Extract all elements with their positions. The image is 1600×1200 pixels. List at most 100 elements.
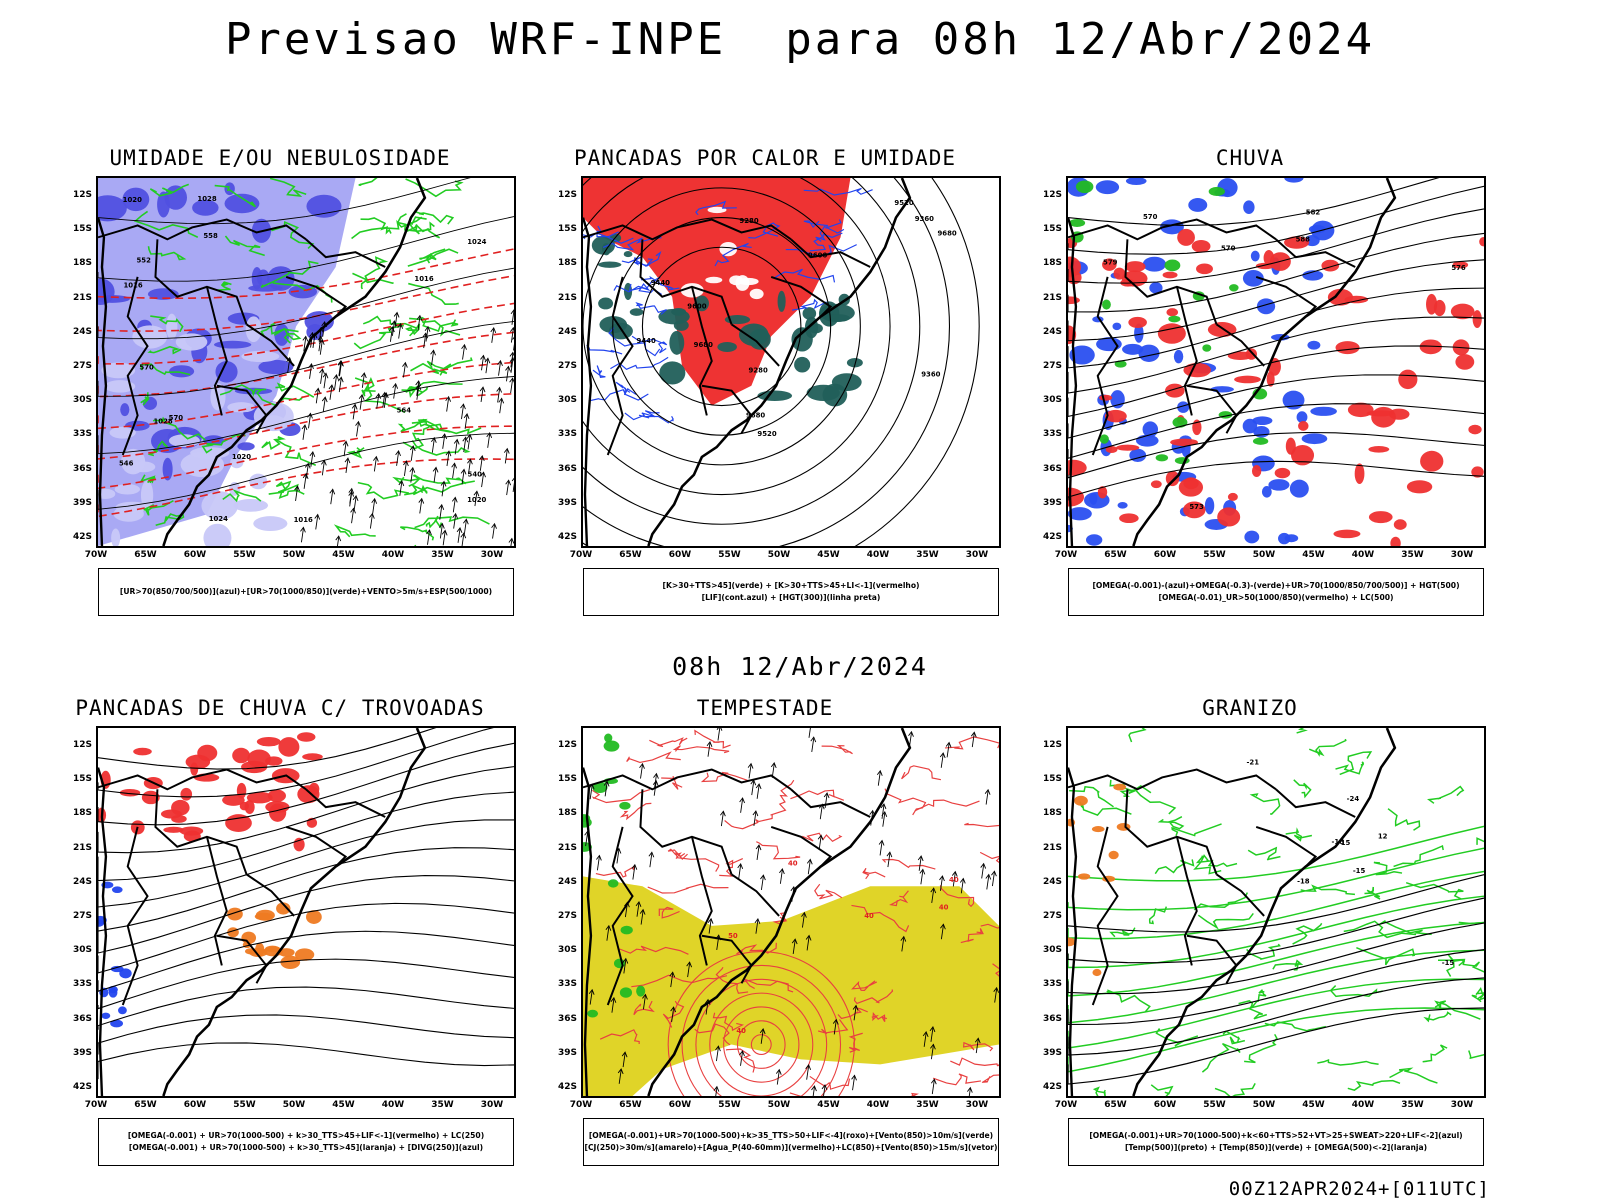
panel-tempestade: TEMPESTADE 12S 15S 18S 21S 24S 27S 30S 33S 36S 39S… <box>535 696 1001 1186</box>
longitude-tick-label: 65W <box>134 550 157 560</box>
longitude-tick-label: 65W <box>619 550 642 560</box>
panel-granizo: GRANIZO 12S 15S 18S 21S 24S 27S 30S 33S 36S 39S 42S… <box>1020 696 1486 1186</box>
forecast-map: 40 40 40 40 50 40 <box>581 726 1001 1098</box>
contour-label: 9360 <box>921 371 940 379</box>
longitude-tick-label: 60W <box>183 550 207 560</box>
legend-line: [OMEGA(-0.001) + UR>70(1000-500) + k>30_… <box>128 1143 484 1152</box>
latitude-tick-label: 15S <box>1042 224 1062 235</box>
longitude-axis: 70W 65W 60W 55W 50W 45W 40W 35W 30W <box>570 550 1001 564</box>
map-field-plot: 1016 1016 1020 1020 1016 1020 1024 1028 1028 1024… <box>98 178 514 546</box>
latitude-tick-label: 39S <box>1042 1047 1062 1058</box>
longitude-tick-label: 35W <box>1401 1100 1424 1110</box>
latitude-tick-label: 30S <box>1042 945 1062 956</box>
legend-line: [OMEGA(-0.001)+UR>70(1000-500)+k<60+TTS>… <box>1089 1131 1463 1140</box>
latitude-axis: 12S 15S 18S 21S 24S 27S 30S 33S 36S 39S 42S <box>50 726 96 1098</box>
latitude-tick-label: 36S <box>72 1013 92 1024</box>
contour-label: 40 <box>939 903 949 911</box>
longitude-tick-label: 55W <box>1203 1100 1226 1110</box>
contour-label: 570 <box>1221 245 1236 253</box>
map-field-plot: 9680 9600 9520 9440 9360 9280 9600 9520 9440 9360… <box>583 178 980 546</box>
longitude-tick-label: 55W <box>718 550 741 560</box>
legend-box: [OMEGA(-0.001)-(azul)+OMEGA(-0.3)-(verde… <box>1068 568 1484 616</box>
latitude-axis: 12S 15S 18S 21S 24S 27S 30S 33S 36S 39S 42S <box>535 176 581 548</box>
latitude-tick-label: 39S <box>72 497 92 508</box>
latitude-tick-label: 12S <box>557 190 577 200</box>
longitude-tick-label: 45W <box>817 1100 840 1110</box>
contour-label: 9520 <box>757 430 776 438</box>
contour-label: 540 <box>468 471 483 479</box>
latitude-tick-label: 15S <box>72 774 92 785</box>
latitude-tick-label: 24S <box>1042 326 1062 337</box>
latitude-tick-label: 21S <box>72 842 92 853</box>
latitude-tick-label: 27S <box>557 911 577 921</box>
latitude-tick-label: 24S <box>557 876 577 887</box>
legend-box: [OMEGA(-0.001) + UR>70(1000-500) + k>30_… <box>98 1118 514 1166</box>
latitude-tick-label: 42S <box>1042 1082 1062 1092</box>
contour-label: 1016 <box>294 516 313 524</box>
longitude-axis: 70W 65W 60W 55W 50W 45W 40W 35W 30W <box>85 1100 516 1114</box>
longitude-tick-label: 50W <box>282 550 306 560</box>
latitude-tick-label: 21S <box>72 292 92 303</box>
legend-box: [UR>70(850/700/500)](azul)+[UR>70(1000/8… <box>98 568 514 616</box>
longitude-tick-label: 40W <box>381 550 405 560</box>
latitude-tick-label: 30S <box>72 395 92 406</box>
latitude-tick-label: 39S <box>72 1047 92 1058</box>
latitude-tick-label: 30S <box>557 945 577 956</box>
longitude-tick-label: 45W <box>817 550 840 560</box>
longitude-axis: 70W 65W 60W 55W 50W 45W 40W 35W 30W <box>85 550 516 564</box>
longitude-tick-label: 65W <box>134 1100 157 1110</box>
contour-label: 1020 <box>232 453 251 461</box>
latitude-tick-label: 33S <box>72 429 92 440</box>
contour-label: 1020 <box>123 196 142 204</box>
longitude-tick-label: 40W <box>866 1100 890 1110</box>
latitude-tick-label: 15S <box>557 774 577 785</box>
longitude-tick-label: 45W <box>332 1100 355 1110</box>
longitude-tick-label: 40W <box>1351 1100 1375 1110</box>
latitude-tick-label: 33S <box>1042 429 1062 440</box>
longitude-tick-label: 55W <box>233 550 256 560</box>
longitude-tick-label: 50W <box>1252 550 1276 560</box>
panel-title: GRANIZO <box>1202 696 1298 720</box>
latitude-tick-label: 27S <box>72 911 92 921</box>
legend-line: [LIF](cont.azul) + [HGT(300)](linha pret… <box>701 593 881 602</box>
longitude-tick-label: 30W <box>480 550 504 560</box>
latitude-tick-label: 36S <box>1042 1013 1062 1024</box>
contour-label: -15 <box>1353 867 1366 875</box>
latitude-tick-label: 42S <box>557 532 577 542</box>
latitude-tick-label: 27S <box>1042 361 1062 371</box>
longitude-tick-label: 45W <box>332 550 355 560</box>
contour-label: 570 <box>169 414 184 422</box>
latitude-tick-label: 27S <box>72 361 92 371</box>
longitude-tick-label: 40W <box>381 1100 405 1110</box>
longitude-tick-label: 60W <box>668 550 692 560</box>
contour-label: 9680 <box>694 341 713 349</box>
contour-label: 579 <box>1103 258 1118 266</box>
latitude-tick-label: 18S <box>1042 808 1062 819</box>
legend-box: [OMEGA(-0.001)+UR>70(1000-500)+k>35_TTS>… <box>583 1118 999 1166</box>
latitude-axis: 12S 15S 18S 21S 24S 27S 30S 33S 36S 39S 42S <box>535 726 581 1098</box>
contour-label: 9440 <box>637 337 656 345</box>
latitude-tick-label: 18S <box>1042 258 1062 269</box>
forecast-time-title: 08h 12/Abr/2024 <box>672 652 928 681</box>
latitude-tick-label: 24S <box>1042 876 1062 887</box>
latitude-tick-label: 21S <box>1042 842 1062 853</box>
legend-line: [OMEGA(-0.001)-(azul)+OMEGA(-0.3)-(verde… <box>1092 581 1460 590</box>
legend-line: [OMEGA(-0.001) + UR>70(1000-500) + k>30_… <box>127 1131 485 1140</box>
legend-line: [OMEGA(-0.01)_UR>50(1000/850)(vermelho) … <box>1158 593 1394 602</box>
latitude-tick-label: 27S <box>557 361 577 371</box>
longitude-tick-label: 50W <box>767 550 791 560</box>
longitude-tick-label: 60W <box>183 1100 207 1110</box>
latitude-tick-label: 33S <box>557 979 577 990</box>
latitude-tick-label: 36S <box>557 463 577 474</box>
latitude-tick-label: 24S <box>557 326 577 337</box>
contour-label: 9680 <box>746 412 765 420</box>
latitude-tick-label: 39S <box>557 1047 577 1058</box>
panel-title: TEMPESTADE <box>696 696 834 720</box>
longitude-tick-label: 60W <box>1153 1100 1177 1110</box>
longitude-tick-label: 70W <box>1054 1100 1078 1110</box>
latitude-tick-label: 21S <box>1042 292 1062 303</box>
contour-label: 9360 <box>915 215 934 223</box>
latitude-tick-label: 12S <box>557 740 577 750</box>
latitude-axis: 12S 15S 18S 21S 24S 27S 30S 33S 36S 39S 42S <box>50 176 96 548</box>
latitude-tick-label: 30S <box>1042 395 1062 406</box>
